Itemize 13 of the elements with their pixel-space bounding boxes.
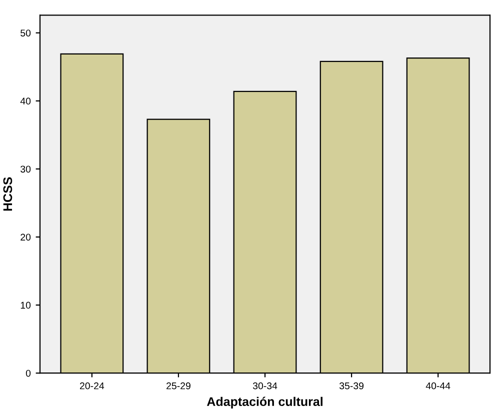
x-tick-label: 40-44 (426, 382, 450, 390)
y-tick-label: 10 (20, 302, 31, 309)
x-tick-label: 25-29 (166, 382, 190, 390)
x-tick-label: 35-39 (339, 382, 364, 390)
x-axis-title: Adaptación cultural (206, 396, 322, 409)
y-tick-label: 30 (20, 166, 31, 173)
y-tick-label: 50 (20, 30, 31, 36)
x-tick-label: 30-34 (252, 382, 278, 390)
y-tick-label: 40 (20, 98, 31, 105)
y-axis-title: HCSS (3, 177, 12, 211)
x-tick-label: 20-24 (80, 382, 104, 390)
y-tick-label: 0 (26, 370, 31, 377)
y-tick-label: 20 (20, 234, 31, 241)
